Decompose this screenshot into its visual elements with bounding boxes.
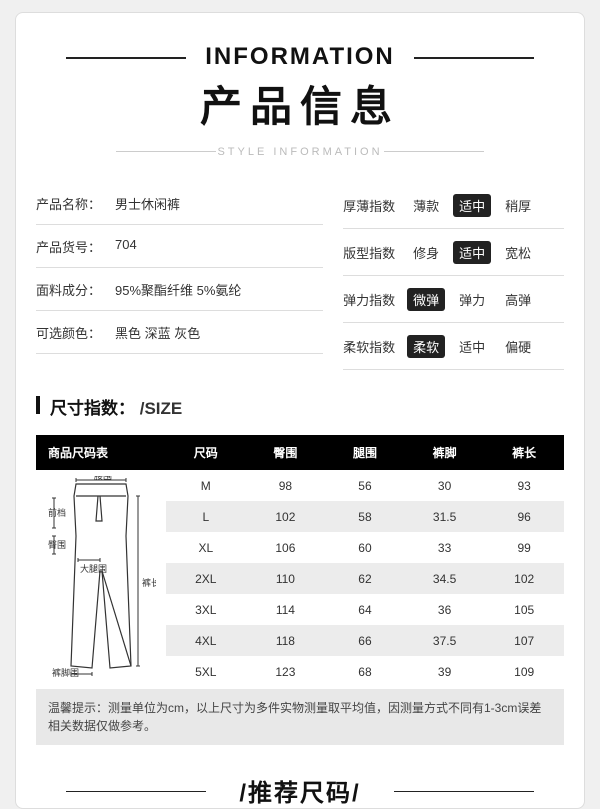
product-info-card: INFORMATION 产品信息 STYLE INFORMATION 产品名称：… xyxy=(15,12,585,809)
index-option: 偏硬 xyxy=(499,335,537,358)
header-cn: 产品信息 xyxy=(36,73,564,134)
size-col-header: 商品尺码表 xyxy=(36,435,166,470)
diagram-cell: 腰围 前档 臀围 大腿围 裤长 裤脚围 xyxy=(36,470,166,687)
info-label: 产品货号： xyxy=(36,237,101,256)
measure-tip: 温馨提示：测量单位为cm，以上尺寸为多件实物测量取平均值，因测量方式不同有1-3… xyxy=(36,689,564,745)
size-cell: 118 xyxy=(246,625,326,656)
size-cell: 98 xyxy=(246,470,326,501)
info-label: 产品名称： xyxy=(36,194,101,213)
info-right-col: 厚薄指数薄款适中稍厚版型指数修身适中宽松弹力指数微弹弹力高弹柔软指数柔软适中偏硬 xyxy=(343,182,564,370)
size-cell: 93 xyxy=(484,470,564,501)
info-row: 面料成分： 95%聚酯纤维 5%氨纶 xyxy=(36,268,323,311)
size-cell: M xyxy=(166,470,246,501)
size-cell: 4XL xyxy=(166,625,246,656)
index-row: 弹力指数微弹弹力高弹 xyxy=(343,276,564,323)
header-sub: STYLE INFORMATION xyxy=(217,146,382,158)
svg-text:前档: 前档 xyxy=(48,507,66,518)
size-cell: 114 xyxy=(246,594,326,625)
size-cell: 39 xyxy=(405,656,485,687)
header-en-row: INFORMATION xyxy=(36,43,564,71)
size-col-header: 腿围 xyxy=(325,435,405,470)
index-row: 厚薄指数薄款适中稍厚 xyxy=(343,182,564,229)
info-value: 黑色 深蓝 灰色 xyxy=(115,323,200,342)
size-cell: XL xyxy=(166,532,246,563)
index-option: 柔软 xyxy=(407,335,445,358)
svg-text:大腿围: 大腿围 xyxy=(80,563,107,574)
size-col-header: 裤脚 xyxy=(405,435,485,470)
size-cell: 30 xyxy=(405,470,485,501)
size-col-header: 臀围 xyxy=(246,435,326,470)
size-cell: 99 xyxy=(484,532,564,563)
index-row: 柔软指数柔软适中偏硬 xyxy=(343,323,564,370)
size-cell: 5XL xyxy=(166,656,246,687)
size-cell: 64 xyxy=(325,594,405,625)
index-option: 适中 xyxy=(453,194,491,217)
size-cell: 102 xyxy=(484,563,564,594)
index-option: 适中 xyxy=(453,241,491,264)
index-option: 稍厚 xyxy=(499,194,537,217)
index-row: 版型指数修身适中宽松 xyxy=(343,229,564,276)
info-value: 男士休闲裤 xyxy=(115,194,180,213)
index-option: 宽松 xyxy=(499,241,537,264)
size-cell: 109 xyxy=(484,656,564,687)
table-row: 腰围 前档 臀围 大腿围 裤长 裤脚围 M98563093 xyxy=(36,470,564,501)
index-label: 弹力指数 xyxy=(343,290,395,309)
info-row: 可选颜色： 黑色 深蓝 灰色 xyxy=(36,311,323,354)
info-value: 95%聚酯纤维 5%氨纶 xyxy=(115,280,241,299)
size-cell: 66 xyxy=(325,625,405,656)
header-en: INFORMATION xyxy=(205,43,395,71)
size-col-header: 尺码 xyxy=(166,435,246,470)
pants-diagram-icon: 腰围 前档 臀围 大腿围 裤长 裤脚围 xyxy=(46,476,156,681)
index-label: 厚薄指数 xyxy=(343,196,395,215)
svg-text:臀围: 臀围 xyxy=(48,540,66,550)
info-row: 产品名称： 男士休闲裤 xyxy=(36,182,323,225)
info-label: 可选颜色： xyxy=(36,323,101,342)
size-cell: 62 xyxy=(325,563,405,594)
info-grid: 产品名称： 男士休闲裤产品货号： 704 面料成分： 95%聚酯纤维 5%氨纶可选颜色：… xyxy=(36,182,564,370)
index-label: 柔软指数 xyxy=(343,337,395,356)
size-cell: 33 xyxy=(405,532,485,563)
size-cell: 3XL xyxy=(166,594,246,625)
index-option: 修身 xyxy=(407,241,445,264)
info-label: 面料成分： xyxy=(36,280,101,299)
svg-text:腰围: 腰围 xyxy=(94,476,112,481)
size-title-cn: 尺寸指数： xyxy=(50,399,135,418)
header-sub-row: STYLE INFORMATION xyxy=(36,142,564,160)
index-label: 版型指数 xyxy=(343,243,395,262)
size-cell: 56 xyxy=(325,470,405,501)
recommend-title: /推荐尺码/ xyxy=(239,773,360,808)
size-cell: 31.5 xyxy=(405,501,485,532)
svg-text:裤脚围: 裤脚围 xyxy=(52,667,79,678)
size-cell: 96 xyxy=(484,501,564,532)
size-table: 商品尺码表尺码臀围腿围裤脚裤长 腰围 前档 臀围 大腿围 裤长 裤脚围 M985… xyxy=(36,435,564,687)
size-cell: 105 xyxy=(484,594,564,625)
size-cell: 36 xyxy=(405,594,485,625)
size-cell: L xyxy=(166,501,246,532)
index-option: 微弹 xyxy=(407,288,445,311)
size-cell: 106 xyxy=(246,532,326,563)
size-cell: 123 xyxy=(246,656,326,687)
size-header: 尺寸指数： /SIZE xyxy=(36,394,564,419)
size-cell: 102 xyxy=(246,501,326,532)
info-left-col: 产品名称： 男士休闲裤产品货号： 704 面料成分： 95%聚酯纤维 5%氨纶可选颜色：… xyxy=(36,182,323,370)
index-option: 薄款 xyxy=(407,194,445,217)
size-cell: 68 xyxy=(325,656,405,687)
size-cell: 34.5 xyxy=(405,563,485,594)
size-col-header: 裤长 xyxy=(484,435,564,470)
size-cell: 2XL xyxy=(166,563,246,594)
size-cell: 60 xyxy=(325,532,405,563)
size-cell: 58 xyxy=(325,501,405,532)
size-cell: 107 xyxy=(484,625,564,656)
info-row: 产品货号： 704 xyxy=(36,225,323,268)
info-value: 704 xyxy=(115,237,137,256)
size-title-en: /SIZE xyxy=(140,399,183,418)
index-option: 高弹 xyxy=(499,288,537,311)
index-option: 适中 xyxy=(453,335,491,358)
size-cell: 37.5 xyxy=(405,625,485,656)
size-cell: 110 xyxy=(246,563,326,594)
index-option: 弹力 xyxy=(453,288,491,311)
recommend-header: /推荐尺码/ xyxy=(36,773,564,808)
svg-text:裤长: 裤长 xyxy=(142,577,156,588)
